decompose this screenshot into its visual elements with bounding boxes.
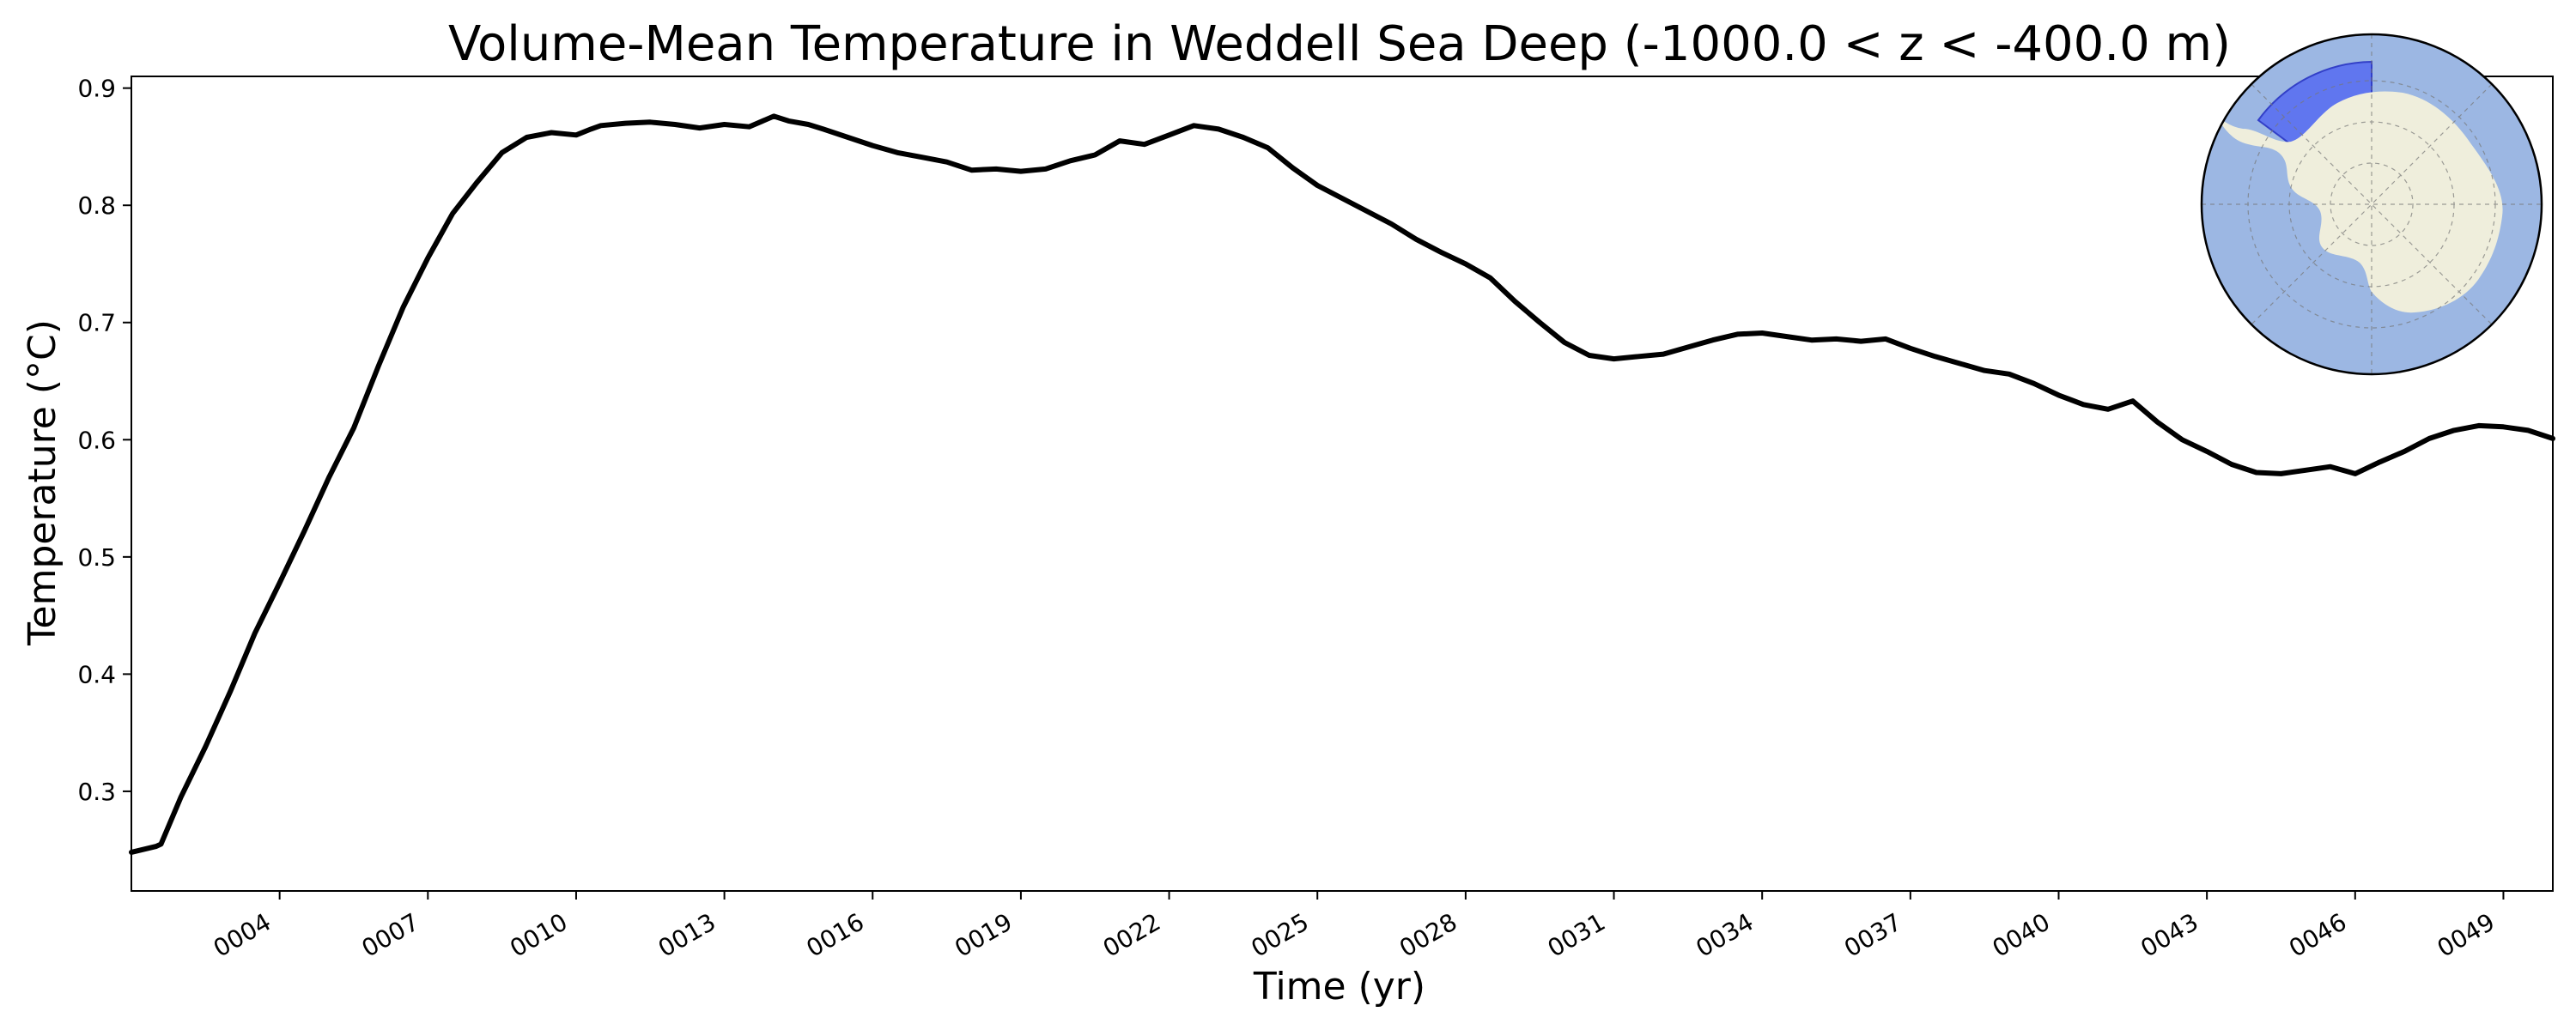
y-tick-label: 0.4 — [77, 660, 116, 688]
x-tick-label: 0004 — [209, 907, 276, 962]
x-tick-label: 0007 — [357, 907, 424, 962]
y-tick-label: 0.7 — [77, 309, 116, 337]
x-tick-label: 0040 — [1988, 907, 2055, 962]
y-axis-label: Temperature (°C) — [21, 319, 64, 646]
x-tick-label: 0028 — [1394, 907, 1461, 962]
y-tick-label: 0.8 — [77, 191, 116, 220]
x-tick-label: 0034 — [1691, 907, 1758, 962]
plot-frame — [131, 76, 2554, 892]
graticule — [2202, 34, 2542, 374]
x-tick-label: 0046 — [2284, 907, 2351, 962]
x-axis-label: Time (yr) — [1253, 965, 1425, 1009]
chart-title: Volume-Mean Temperature in Weddell Sea D… — [448, 16, 2231, 72]
x-tick-label: 0022 — [1098, 907, 1165, 962]
y-tick-label: 0.6 — [77, 426, 116, 454]
series-line — [129, 113, 2555, 855]
antarctica-landmass — [2243, 91, 2503, 313]
x-tick-label: 0031 — [1543, 907, 1610, 962]
x-tick-label: 0025 — [1247, 907, 1314, 962]
x-tick-label: 0013 — [653, 907, 720, 962]
x-tick-label: 0049 — [2433, 907, 2500, 962]
y-tick-label: 0.5 — [77, 543, 116, 572]
antarctic-peninsula — [2215, 115, 2279, 153]
y-tick-label: 0.3 — [77, 778, 116, 806]
globe-outline — [2200, 33, 2543, 376]
x-tick-label: 0037 — [1839, 907, 1906, 962]
x-tick-label: 0010 — [505, 907, 572, 962]
x-tick-label: 0019 — [950, 907, 1017, 962]
x-tick-label: 0043 — [2136, 907, 2202, 962]
antarctica-inset-map — [2200, 33, 2543, 376]
plot-area: 0004 0007 0010 0013 0016 0019 0022 0025 0028 0031… — [77, 75, 2555, 963]
y-tick-label: 0.9 — [77, 75, 116, 103]
x-tick-label: 0016 — [802, 907, 869, 962]
